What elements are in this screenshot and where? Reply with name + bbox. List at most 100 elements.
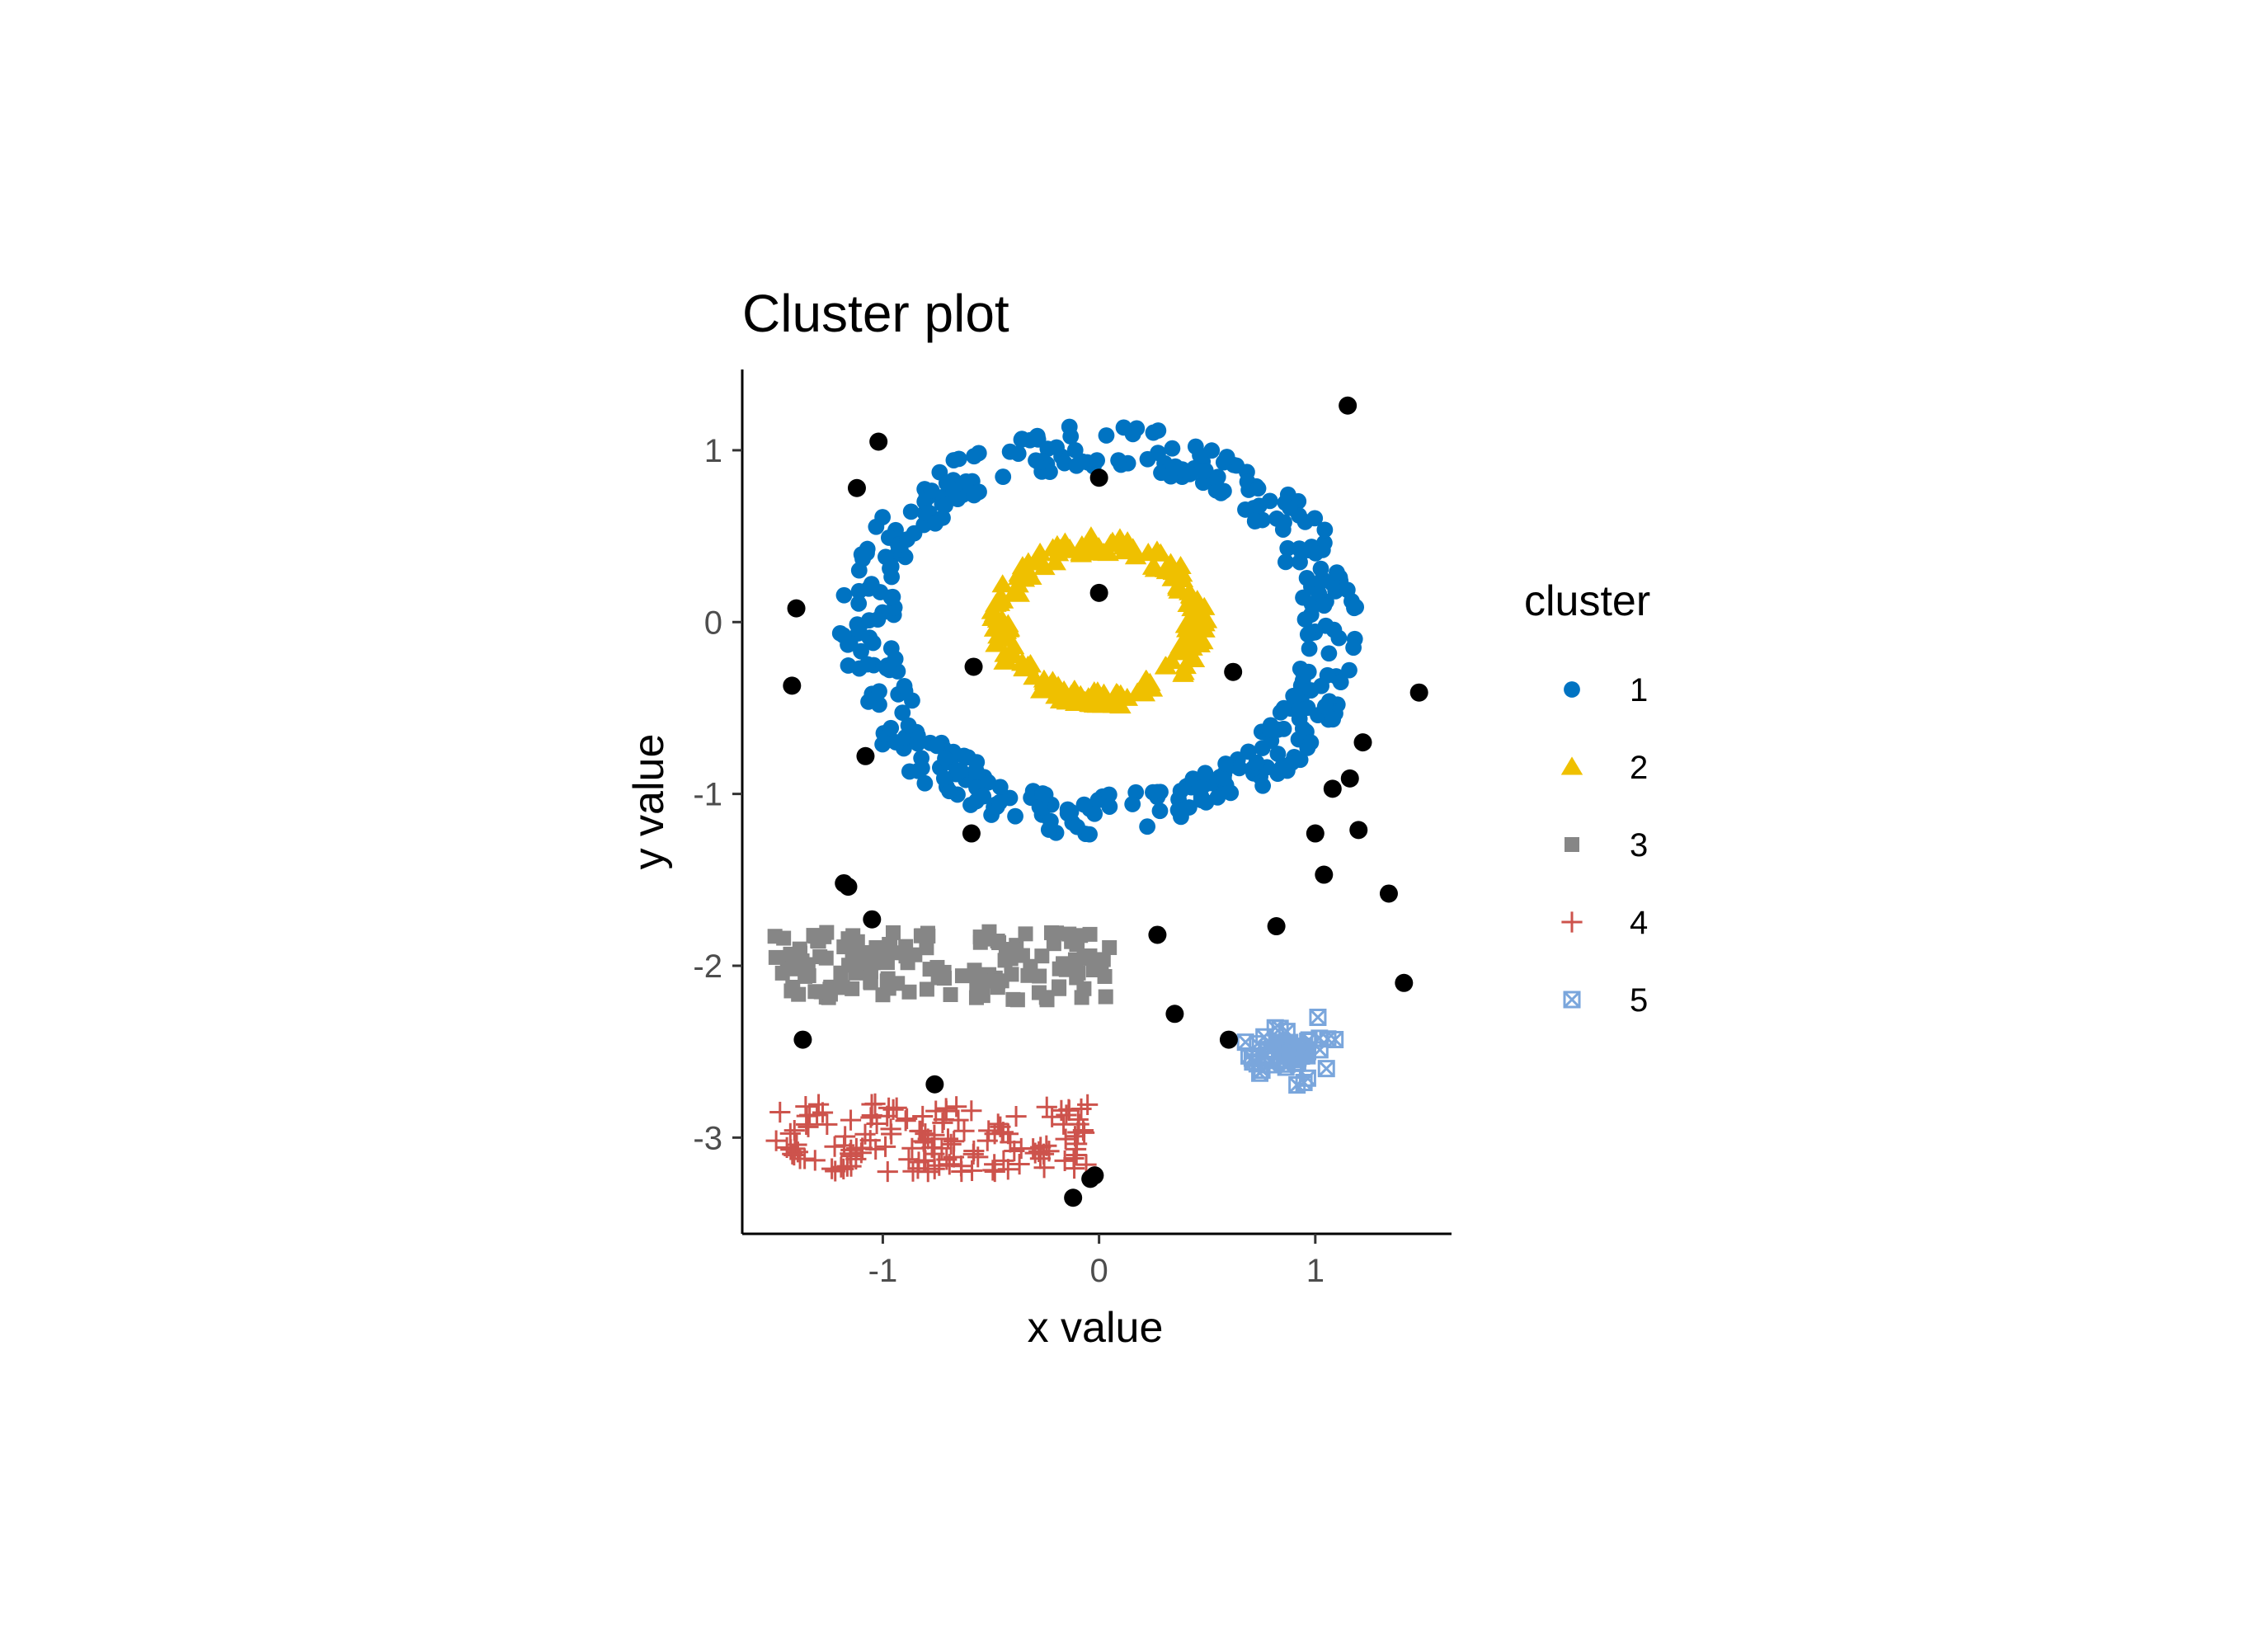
point-cluster-2 <box>1141 556 1165 575</box>
point-cluster-1 <box>1215 482 1232 500</box>
x-tick-label: -1 <box>868 1253 898 1289</box>
y-tick-label: 0 <box>704 605 722 641</box>
legend-key-3 <box>1565 837 1579 852</box>
point-cluster-noise <box>1353 733 1372 752</box>
legend-title: cluster <box>1524 577 1650 625</box>
point-cluster-4 <box>833 1158 854 1179</box>
x-tick-label: 0 <box>1089 1253 1108 1289</box>
point-cluster-2 <box>1109 684 1132 703</box>
point-cluster-3 <box>885 925 901 940</box>
point-cluster-3 <box>1074 990 1089 1005</box>
point-cluster-1 <box>910 762 926 779</box>
point-cluster-3 <box>1023 958 1038 974</box>
point-cluster-1 <box>1240 743 1257 760</box>
point-cluster-noise <box>1148 925 1167 944</box>
point-cluster-4 <box>881 1123 902 1145</box>
point-cluster-1 <box>1145 784 1161 801</box>
point-cluster-1 <box>1320 645 1338 662</box>
point-cluster-2 <box>1070 544 1093 562</box>
point-cluster-1 <box>1307 544 1325 562</box>
point-cluster-1 <box>1193 779 1209 797</box>
point-cluster-noise <box>1306 824 1325 843</box>
point-cluster-1 <box>1098 427 1115 444</box>
point-cluster-noise <box>1409 683 1428 702</box>
point-cluster-1 <box>1319 666 1336 684</box>
point-cluster-3 <box>1069 937 1085 953</box>
point-cluster-2 <box>1174 614 1198 633</box>
point-cluster-1 <box>952 762 969 779</box>
point-cluster-1 <box>1332 674 1349 691</box>
point-cluster-5 <box>1295 1073 1313 1091</box>
point-cluster-3 <box>807 984 823 1000</box>
point-cluster-1 <box>835 586 853 604</box>
point-cluster-1 <box>835 627 852 644</box>
point-cluster-1 <box>1312 560 1329 577</box>
point-cluster-3 <box>990 934 1005 949</box>
point-cluster-1 <box>1277 553 1294 571</box>
point-cluster-2 <box>1007 574 1029 593</box>
point-cluster-1 <box>1325 621 1343 638</box>
point-cluster-4 <box>796 1105 817 1127</box>
point-cluster-5 <box>1319 1030 1337 1048</box>
point-cluster-1 <box>1151 802 1169 820</box>
point-cluster-2 <box>985 633 1007 652</box>
point-cluster-4 <box>914 1132 936 1153</box>
legend-key-1 <box>1564 681 1580 698</box>
legend-key-4 <box>1561 911 1583 933</box>
point-cluster-4 <box>783 1119 805 1141</box>
point-cluster-1 <box>860 693 877 710</box>
point-cluster-4 <box>765 1130 787 1151</box>
point-cluster-4 <box>1004 1140 1025 1162</box>
point-cluster-3 <box>920 925 935 941</box>
point-cluster-1 <box>869 611 887 628</box>
point-cluster-3 <box>798 968 813 984</box>
point-cluster-1 <box>894 704 911 721</box>
point-cluster-1 <box>1247 512 1263 529</box>
point-cluster-4 <box>1068 1113 1089 1135</box>
point-cluster-1 <box>1306 510 1324 527</box>
point-cluster-noise <box>1064 1188 1083 1207</box>
point-cluster-4 <box>779 1122 801 1144</box>
point-cluster-4 <box>967 1146 989 1168</box>
point-cluster-1 <box>937 496 953 514</box>
point-cluster-noise <box>839 878 858 897</box>
point-cluster-1 <box>887 734 904 751</box>
point-cluster-1 <box>1316 698 1334 715</box>
point-cluster-1 <box>927 515 943 532</box>
point-cluster-4 <box>769 1101 791 1123</box>
point-cluster-5 <box>1277 1047 1295 1066</box>
point-cluster-1 <box>1009 445 1027 462</box>
point-cluster-4 <box>898 1149 920 1170</box>
axis-ticks: -1 0 1 1 0 -1 -2 -3 <box>693 433 1325 1289</box>
point-cluster-1 <box>864 634 882 652</box>
point-cluster-1 <box>1124 796 1141 812</box>
point-cluster-1 <box>906 525 923 542</box>
point-cluster-1 <box>859 544 875 562</box>
legend-label-2: 2 <box>1630 750 1648 786</box>
point-cluster-3 <box>1098 989 1113 1005</box>
point-cluster-4 <box>962 1143 984 1165</box>
point-cluster-1 <box>900 717 917 734</box>
point-cluster-4 <box>794 1148 816 1169</box>
point-cluster-1 <box>1298 569 1315 586</box>
point-cluster-1 <box>1261 721 1278 738</box>
point-cluster-4 <box>1042 1106 1063 1127</box>
point-cluster-2 <box>1154 656 1177 675</box>
point-cluster-3 <box>833 965 849 981</box>
point-cluster-1 <box>887 651 904 667</box>
point-cluster-1 <box>1042 812 1059 830</box>
point-cluster-4 <box>946 1096 967 1118</box>
point-cluster-3 <box>793 945 808 961</box>
point-cluster-3 <box>1018 926 1033 942</box>
point-cluster-noise <box>925 1075 944 1094</box>
point-cluster-1 <box>1230 760 1248 777</box>
point-cluster-1 <box>883 568 901 586</box>
point-cluster-3 <box>768 949 783 965</box>
point-cluster-4 <box>835 1126 856 1147</box>
point-cluster-4 <box>1009 1153 1030 1175</box>
point-cluster-2 <box>1172 663 1194 682</box>
point-cluster-noise <box>1089 468 1108 487</box>
point-cluster-2 <box>989 586 1012 605</box>
point-cluster-1 <box>1329 564 1345 581</box>
